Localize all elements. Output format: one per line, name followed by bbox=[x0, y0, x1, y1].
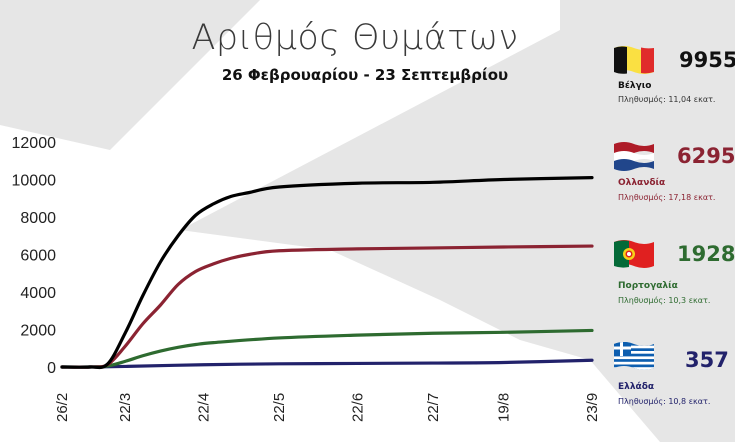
x-tick-label: 22/5 bbox=[271, 393, 288, 422]
y-tick-label: 6000 bbox=[20, 248, 56, 265]
portugal-deaths: 1928 bbox=[677, 242, 735, 266]
belgium-flag-icon bbox=[614, 46, 654, 74]
x-tick-label: 23/9 bbox=[584, 393, 601, 422]
x-tick-label: 22/7 bbox=[425, 393, 442, 422]
netherlands-deaths: 6295 bbox=[677, 144, 735, 168]
greece-flag-icon bbox=[614, 342, 654, 370]
x-tick-label: 26/2 bbox=[54, 393, 71, 422]
y-tick-label: 4000 bbox=[20, 285, 56, 302]
series-line-Βέλγιο bbox=[60, 176, 594, 370]
netherlands-population: Πληθυσμός: 17,18 εκατ. bbox=[618, 193, 716, 202]
y-axis: 0 2000 4000 6000 8000 10000 12000 bbox=[12, 135, 57, 377]
chart-title: Αριθμός Θυμάτων bbox=[191, 18, 519, 58]
belgium-name: Βέλγιο bbox=[618, 81, 652, 91]
country-greece: 357 Ελλάδα Πληθυσμός: 10,8 εκατ. bbox=[608, 338, 735, 418]
portugal-population: Πληθυσμός: 10,3 εκατ. bbox=[618, 296, 711, 305]
greece-population: Πληθυσμός: 10,8 εκατ. bbox=[618, 397, 711, 406]
belgium-deaths: 9955 bbox=[679, 48, 735, 72]
series-lines bbox=[60, 176, 594, 370]
y-tick-label: 0 bbox=[47, 360, 56, 377]
y-tick-label: 8000 bbox=[20, 210, 56, 227]
chart-subtitle: 26 Φεβρουαρίου - 23 Σεπτεμβρίου bbox=[221, 66, 509, 84]
x-tick-label: 22/6 bbox=[349, 393, 366, 422]
x-tick-label: 22/4 bbox=[195, 393, 212, 422]
x-tick-label: 22/3 bbox=[117, 393, 134, 422]
netherlands-name: Ολλανδία bbox=[618, 178, 666, 188]
greece-deaths: 357 bbox=[685, 348, 729, 372]
series-line-Ολλανδία bbox=[60, 244, 594, 369]
series-line-Ελλάδα bbox=[60, 358, 594, 369]
portugal-name: Πορτογαλία bbox=[618, 281, 678, 291]
series-line-Πορτογαλία bbox=[60, 328, 594, 369]
belgium-population: Πληθυσμός: 11,04 εκατ. bbox=[618, 95, 716, 104]
country-netherlands: 6295 Ολλανδία Πληθυσμός: 17,18 εκατ. bbox=[608, 138, 735, 218]
y-tick-label: 10000 bbox=[12, 173, 57, 190]
y-tick-label: 2000 bbox=[20, 323, 56, 340]
greece-name: Ελλάδα bbox=[618, 382, 655, 392]
x-axis: 26/2 22/3 22/4 22/5 22/6 22/7 19/8 23/9 bbox=[54, 393, 601, 422]
y-tick-label: 12000 bbox=[12, 135, 57, 152]
x-tick-label: 19/8 bbox=[496, 393, 513, 422]
country-belgium: 9955 Βέλγιο Πληθυσμός: 11,04 εκατ. bbox=[608, 42, 735, 130]
portugal-flag-icon bbox=[614, 240, 654, 268]
netherlands-flag-icon bbox=[614, 142, 654, 171]
country-portugal: 1928 Πορτογαλία Πληθυσμός: 10,3 εκατ. bbox=[608, 236, 735, 316]
